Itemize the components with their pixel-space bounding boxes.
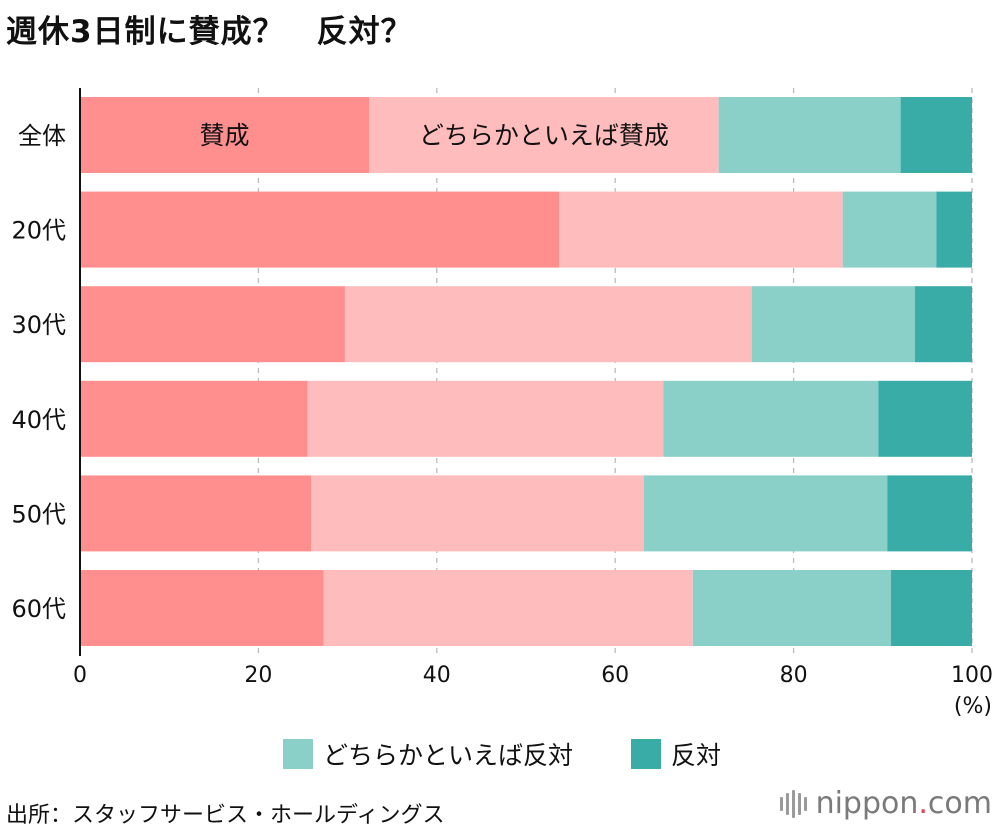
logo-text: nippon.com bbox=[815, 786, 992, 821]
category-label-3: 40代 bbox=[11, 406, 66, 434]
category-label-0: 全体 bbox=[18, 122, 66, 150]
x-tick-labels: 0 20 40 60 80 100 bbox=[73, 663, 993, 688]
x-tick-label-80: 80 bbox=[780, 663, 808, 688]
legend-swatch-somewhat-disagree bbox=[283, 739, 313, 769]
bar-somewhat-disagree-row-0 bbox=[718, 97, 901, 173]
bar-agree-row-3 bbox=[80, 380, 308, 457]
bar-disagree-row-5 bbox=[890, 570, 972, 646]
inline-labels: 賛成 どちらかといえば賛成 bbox=[199, 121, 668, 150]
logo-bars-icon bbox=[779, 789, 810, 818]
legend-label-disagree: 反対 bbox=[671, 741, 722, 770]
source-note: 出所：スタッフサービス・ホールディングス bbox=[6, 803, 445, 828]
category-label-4: 50代 bbox=[11, 500, 66, 528]
bar-somewhat-disagree-row-4 bbox=[643, 475, 888, 552]
legend-swatch-disagree bbox=[631, 739, 662, 769]
bar-somewhat-agree-row-5 bbox=[323, 570, 693, 646]
bar-somewhat-agree-row-4 bbox=[311, 475, 644, 552]
x-tick-label-20: 20 bbox=[244, 663, 272, 688]
bar-disagree-row-2 bbox=[914, 286, 972, 363]
x-tick-label-100: 100 bbox=[951, 663, 993, 688]
grid-lines bbox=[257, 88, 973, 656]
bar-agree-row-5 bbox=[80, 570, 324, 646]
bar-agree-row-4 bbox=[80, 475, 312, 552]
bar-agree-row-1 bbox=[80, 191, 560, 268]
category-label-2: 30代 bbox=[11, 311, 66, 339]
bar-disagree-row-0 bbox=[900, 97, 972, 173]
bar-somewhat-agree-row-3 bbox=[307, 380, 664, 457]
chart-title: 週休3日制に賛成？ 反対？ bbox=[6, 14, 413, 50]
bar-segments bbox=[80, 97, 972, 646]
x-tick-label-40: 40 bbox=[423, 663, 451, 688]
bar-somewhat-disagree-row-1 bbox=[842, 191, 937, 268]
bar-somewhat-agree-row-0 bbox=[369, 97, 719, 173]
bar-disagree-row-3 bbox=[878, 380, 972, 457]
x-tick-label-60: 60 bbox=[601, 663, 629, 688]
stacked-bar-chart: 賛成 どちらかといえば賛成 全体 20代 30代 40代 50代 60代 0 20 40 60 80… bbox=[11, 88, 993, 719]
bar-disagree-row-4 bbox=[887, 475, 972, 552]
bar-somewhat-agree-row-2 bbox=[344, 286, 752, 363]
category-labels: 全体 20代 30代 40代 50代 60代 bbox=[11, 122, 66, 623]
inline-label-somewhat-agree: どちらかといえば賛成 bbox=[419, 121, 669, 150]
bar-somewhat-agree-row-1 bbox=[559, 191, 843, 268]
x-tick-label-0: 0 bbox=[73, 663, 87, 688]
bar-agree-row-2 bbox=[80, 286, 345, 363]
legend-label-somewhat-disagree: どちらかといえば反対 bbox=[323, 741, 574, 770]
bar-somewhat-disagree-row-3 bbox=[663, 380, 879, 457]
nippon-logo: nippon.com bbox=[779, 786, 992, 821]
legend-item-disagree: 反対 bbox=[631, 736, 721, 772]
legend: どちらかといえば反対 反対 bbox=[283, 738, 779, 770]
inline-label-agree: 賛成 bbox=[199, 121, 249, 150]
bar-disagree-row-1 bbox=[936, 191, 972, 268]
bar-somewhat-disagree-row-5 bbox=[692, 570, 891, 646]
x-unit-label: (%) bbox=[954, 694, 992, 719]
category-label-1: 20代 bbox=[11, 217, 66, 245]
bar-agree-row-0 bbox=[80, 97, 370, 173]
legend-item-somewhat-disagree: どちらかといえば反対 bbox=[283, 736, 573, 772]
bar-somewhat-disagree-row-2 bbox=[751, 286, 915, 363]
category-label-5: 60代 bbox=[11, 595, 66, 623]
